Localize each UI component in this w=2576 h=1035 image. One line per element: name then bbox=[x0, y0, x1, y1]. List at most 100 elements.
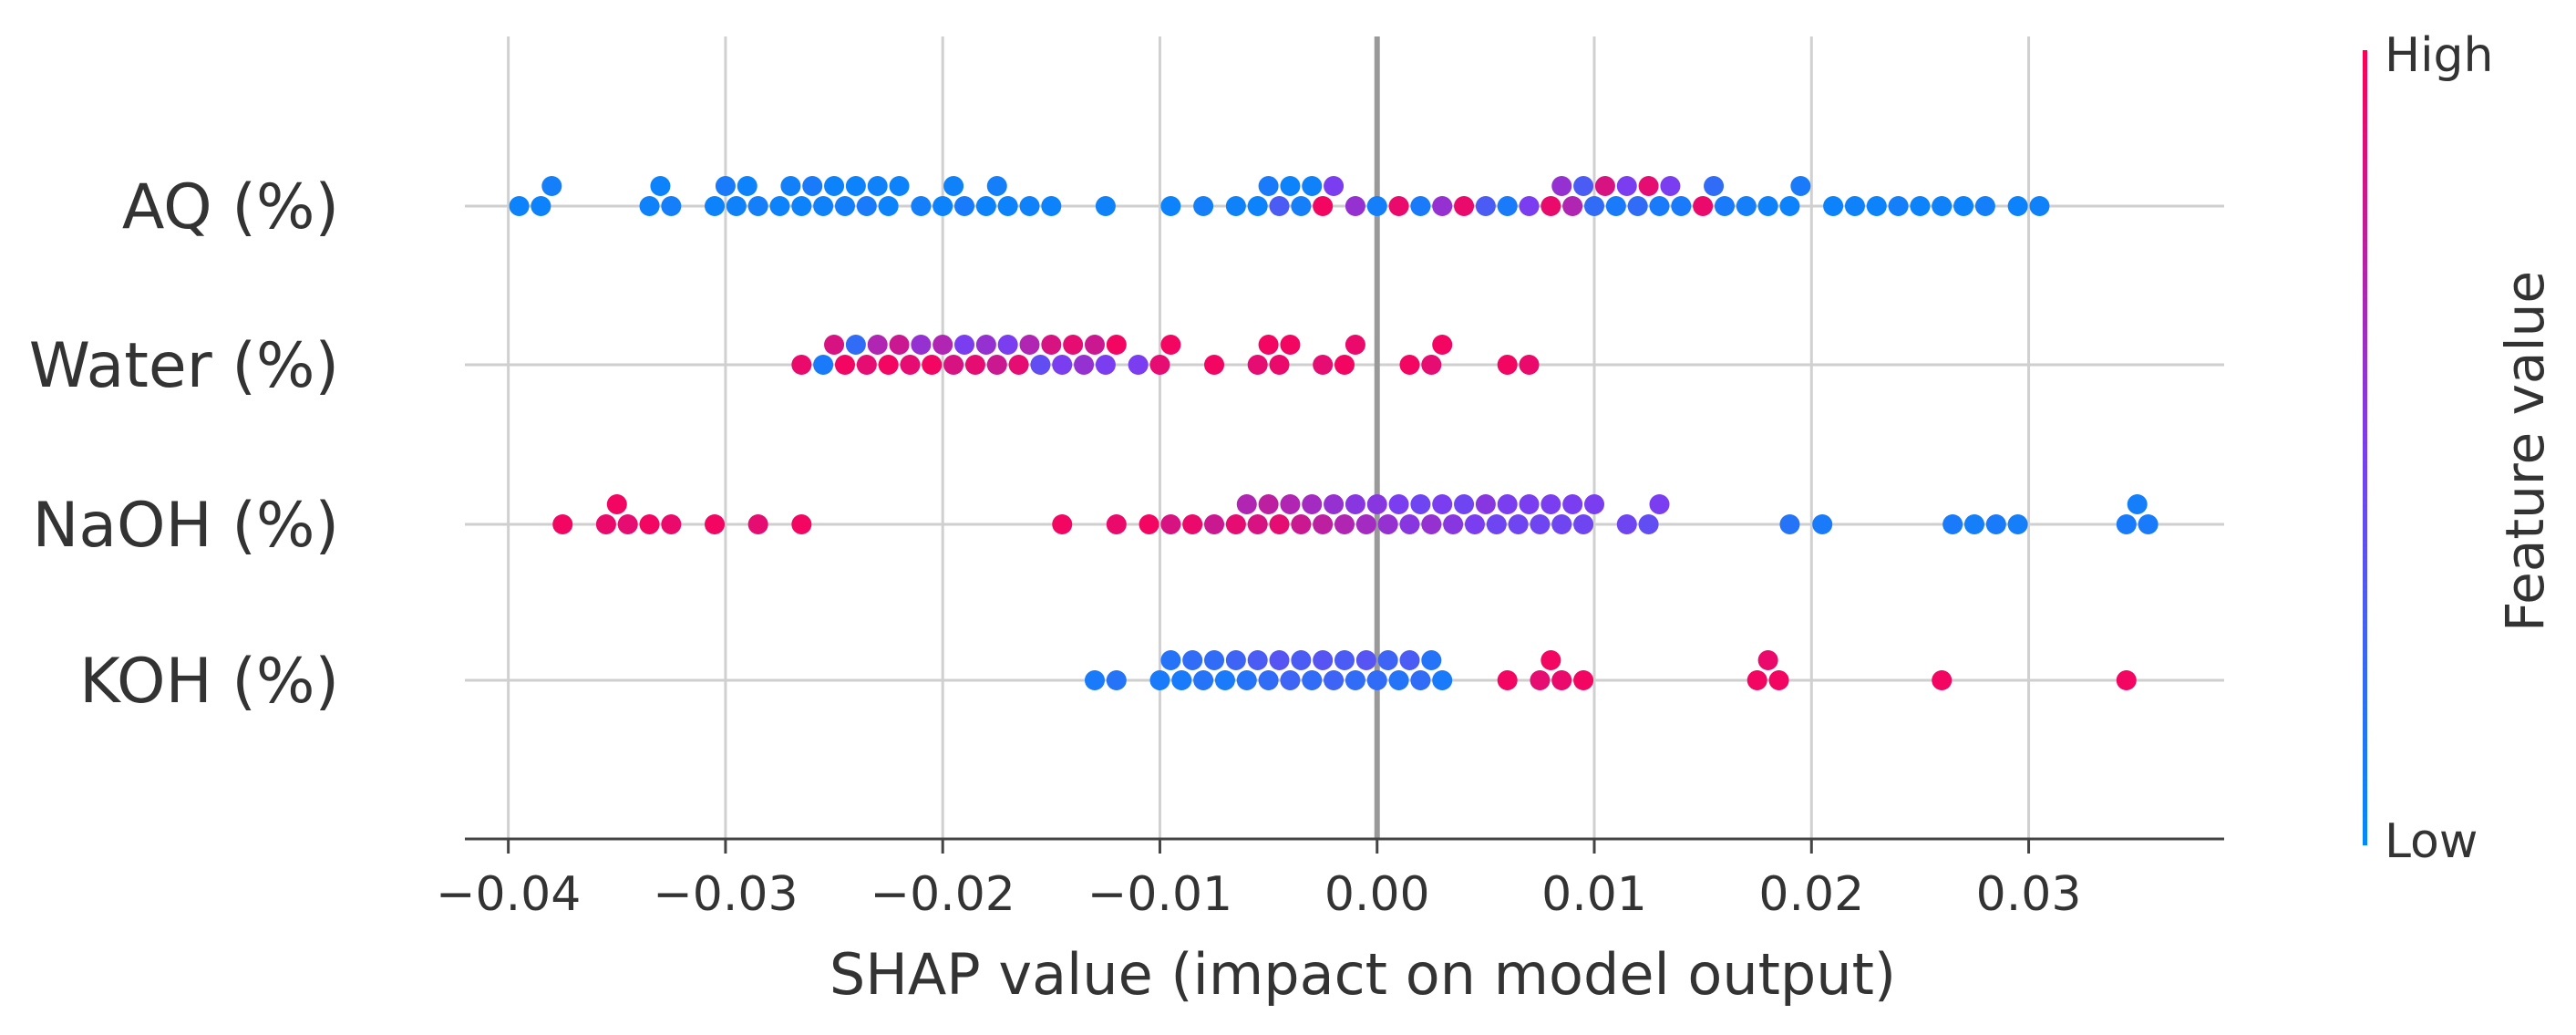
shap-point bbox=[1779, 196, 1800, 216]
shap-point bbox=[911, 335, 932, 355]
shap-point bbox=[975, 196, 996, 216]
shap-point bbox=[1225, 514, 1246, 534]
shap-point bbox=[1019, 335, 1040, 355]
shap-point bbox=[1236, 494, 1257, 514]
shap-point bbox=[1291, 514, 1312, 534]
shap-point bbox=[1095, 196, 1116, 216]
shap-point bbox=[824, 176, 845, 196]
shap-point bbox=[1844, 196, 1865, 216]
shap-point bbox=[1638, 176, 1659, 196]
shap-point bbox=[2138, 514, 2159, 534]
shap-point bbox=[1291, 196, 1312, 216]
shap-point bbox=[1432, 335, 1453, 355]
shap-point bbox=[1160, 196, 1181, 216]
shap-point bbox=[1084, 670, 1105, 690]
shap-point bbox=[1106, 514, 1127, 534]
shap-point bbox=[1551, 514, 1572, 534]
shap-point bbox=[1366, 670, 1387, 690]
feature-label: KOH (%) bbox=[79, 646, 339, 718]
colorbar-low-label: Low bbox=[2385, 814, 2478, 869]
shap-point bbox=[1432, 670, 1453, 690]
shap-point bbox=[552, 514, 573, 534]
shap-point bbox=[1866, 196, 1887, 216]
shap-point bbox=[1269, 650, 1290, 670]
shap-point bbox=[1258, 494, 1279, 514]
feature-label: NaOH (%) bbox=[33, 490, 339, 562]
shap-point bbox=[1812, 514, 1833, 534]
shap-point bbox=[1041, 335, 1062, 355]
shap-point bbox=[1454, 494, 1475, 514]
shap-point bbox=[726, 196, 747, 216]
shap-point bbox=[1932, 196, 1953, 216]
shap-point bbox=[1388, 670, 1409, 690]
shap-point bbox=[824, 335, 845, 355]
shap-point bbox=[1953, 196, 1974, 216]
shap-point bbox=[1551, 670, 1572, 690]
shap-point bbox=[1985, 514, 2006, 534]
shap-point bbox=[1193, 670, 1214, 690]
shap-point bbox=[1475, 494, 1496, 514]
shap-point bbox=[791, 355, 812, 375]
shap-point bbox=[856, 355, 877, 375]
shap-point bbox=[1932, 670, 1953, 690]
shap-point bbox=[595, 514, 616, 534]
shap-point bbox=[1432, 196, 1453, 216]
x-axis: −0.04 −0.03 −0.02 −0.01 0.00 0.01 0.02 0.03 bbox=[436, 837, 2224, 922]
shap-point bbox=[1280, 176, 1301, 196]
points-layer bbox=[509, 176, 2159, 690]
shap-point bbox=[1247, 650, 1268, 670]
shap-point bbox=[845, 335, 866, 355]
shap-point bbox=[1355, 650, 1376, 670]
shap-point bbox=[1562, 494, 1583, 514]
shap-point bbox=[813, 196, 834, 216]
shap-point bbox=[2029, 196, 2050, 216]
x-tick-label: 0.03 bbox=[1976, 867, 2082, 922]
shap-point bbox=[1313, 196, 1334, 216]
shap-point bbox=[1366, 196, 1387, 216]
shap-point bbox=[1247, 196, 1268, 216]
shap-point bbox=[943, 176, 964, 196]
shap-point bbox=[2127, 494, 2148, 514]
x-tick-label: 0.00 bbox=[1324, 867, 1430, 922]
shap-point bbox=[964, 355, 985, 375]
shap-point bbox=[1540, 650, 1561, 670]
shap-point bbox=[997, 196, 1018, 216]
colorbar-high-label: High bbox=[2385, 28, 2494, 83]
shap-point bbox=[1214, 670, 1235, 690]
shap-point bbox=[1247, 514, 1268, 534]
shap-point bbox=[1106, 670, 1127, 690]
shap-point bbox=[769, 196, 790, 216]
shap-point bbox=[639, 196, 660, 216]
shap-point bbox=[1128, 355, 1149, 375]
shap-point bbox=[1313, 514, 1334, 534]
x-axis-title: SHAP value (impact on model output) bbox=[829, 941, 1896, 1008]
shap-point bbox=[541, 176, 562, 196]
colorbar-title: Feature value bbox=[2494, 271, 2556, 632]
shap-point bbox=[1519, 196, 1540, 216]
shap-point bbox=[1410, 196, 1431, 216]
shap-point bbox=[1193, 196, 1214, 216]
shap-point bbox=[1160, 514, 1181, 534]
shap-point bbox=[1139, 514, 1159, 534]
shap-point bbox=[1324, 176, 1345, 196]
shap-point bbox=[1030, 355, 1051, 375]
shap-point bbox=[1225, 650, 1246, 670]
x-tick-label: −0.03 bbox=[653, 867, 798, 922]
shap-point bbox=[747, 514, 768, 534]
colorbar-gradient bbox=[2363, 50, 2367, 845]
shap-point bbox=[1355, 514, 1376, 534]
shap-point bbox=[1508, 514, 1529, 534]
shap-point bbox=[1334, 514, 1355, 534]
shap-point bbox=[802, 176, 823, 196]
shap-point bbox=[1573, 514, 1594, 534]
shap-point bbox=[747, 196, 768, 216]
shap-point bbox=[1084, 335, 1105, 355]
shap-point bbox=[1421, 514, 1442, 534]
shap-point bbox=[1345, 196, 1365, 216]
shap-point bbox=[791, 196, 812, 216]
shap-point bbox=[2116, 670, 2137, 690]
shap-point bbox=[737, 176, 757, 196]
shap-point bbox=[1334, 650, 1355, 670]
shap-point bbox=[1486, 514, 1507, 534]
shap-point bbox=[639, 514, 660, 534]
